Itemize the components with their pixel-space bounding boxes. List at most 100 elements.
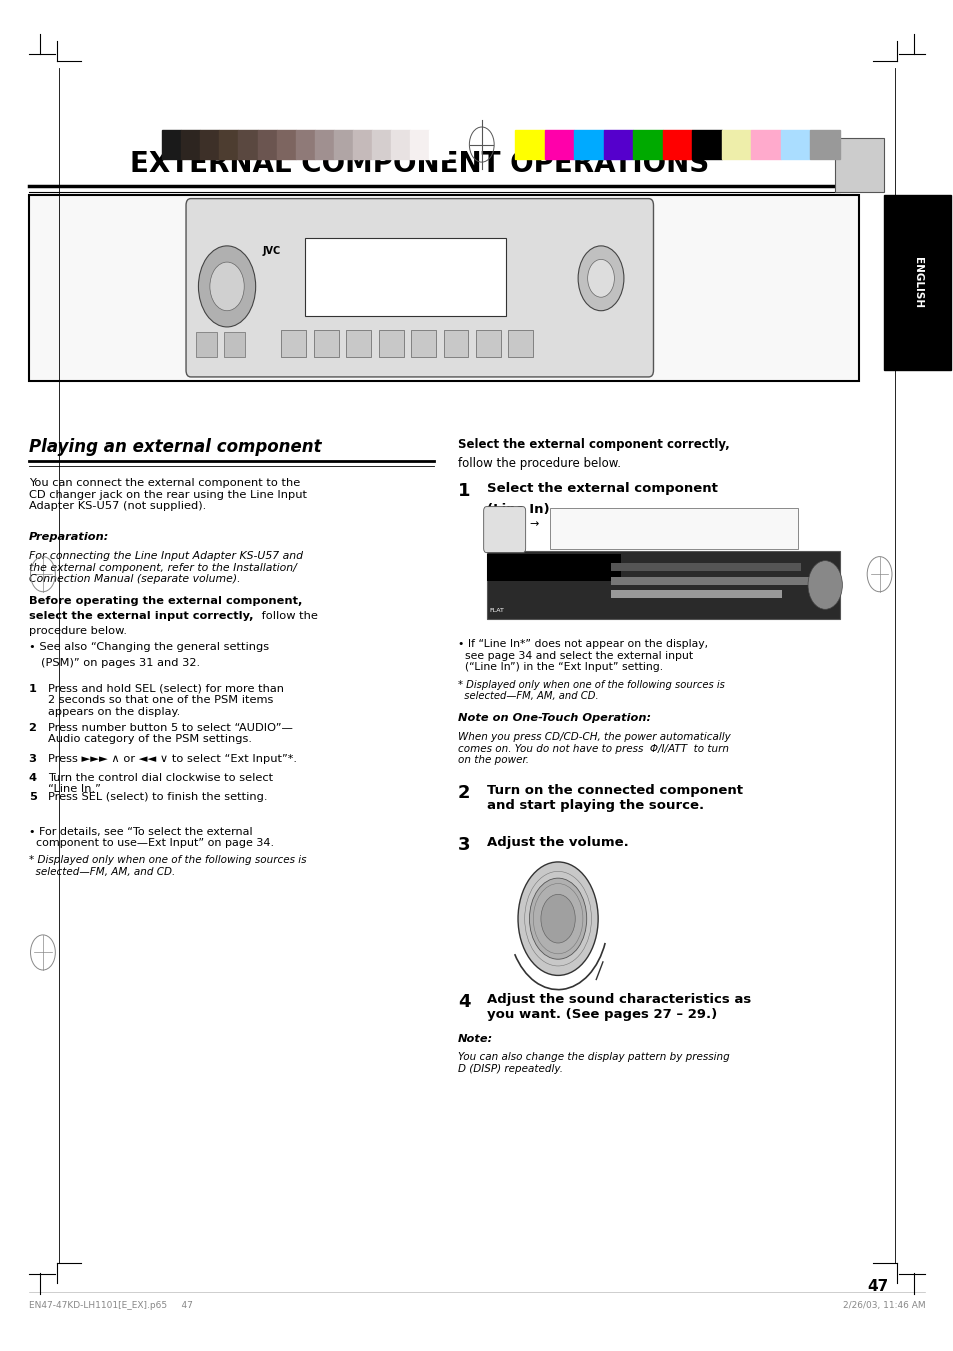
FancyBboxPatch shape — [483, 507, 525, 553]
Text: Press and hold SEL (select) for more than
2 seconds so that one of the PSM items: Press and hold SEL (select) for more tha… — [48, 684, 283, 717]
Bar — [574, 130, 603, 159]
Text: (Line In).: (Line In). — [486, 503, 554, 516]
Text: →: → — [529, 519, 538, 530]
Bar — [200, 130, 219, 159]
Circle shape — [807, 561, 841, 609]
Circle shape — [540, 894, 575, 943]
Text: 3: 3 — [457, 836, 470, 854]
Text: Turn the control dial clockwise to select
“Line In.”: Turn the control dial clockwise to selec… — [48, 773, 273, 794]
Text: EXTERNAL COMPONENT OPERATIONS: EXTERNAL COMPONENT OPERATIONS — [130, 150, 709, 178]
Text: • If “Line In*” does not appear on the display,
  see page 34 and select the ext: • If “Line In*” does not appear on the d… — [457, 639, 707, 673]
Text: When you press CD/CD-CH, the power automatically
comes on. You do not have to pr: When you press CD/CD-CH, the power autom… — [457, 732, 730, 766]
Bar — [29, 195, 858, 381]
Bar — [378, 330, 403, 357]
Bar — [391, 130, 410, 159]
Text: ENGLISH: ENGLISH — [912, 257, 922, 308]
Bar — [410, 130, 429, 159]
Text: FLAT: FLAT — [489, 608, 504, 613]
Bar — [346, 330, 371, 357]
Text: Press ►►► ∧ or ◄◄ ∨ to select “Ext Input”*.: Press ►►► ∧ or ◄◄ ∨ to select “Ext Input… — [48, 754, 296, 763]
Text: select the external input correctly,: select the external input correctly, — [29, 611, 253, 620]
Bar — [544, 130, 574, 159]
Text: 47: 47 — [866, 1279, 887, 1294]
Text: Playing an external component: Playing an external component — [29, 438, 321, 455]
Bar — [353, 130, 372, 159]
Circle shape — [198, 246, 255, 327]
Bar — [411, 330, 436, 357]
Bar — [372, 130, 391, 159]
Text: Press number button 5 to select “AUDIO”—
Audio category of the PSM settings.: Press number button 5 to select “AUDIO”—… — [48, 723, 293, 744]
Bar — [883, 195, 950, 370]
Text: • See also “Changing the general settings: • See also “Changing the general setting… — [29, 642, 269, 651]
Circle shape — [210, 262, 244, 311]
Text: 2: 2 — [29, 723, 36, 732]
Text: 2: 2 — [457, 784, 470, 801]
Bar — [334, 130, 353, 159]
Text: CD  →  Line In*: CD → Line In* — [558, 516, 639, 527]
Bar — [515, 130, 544, 159]
Bar — [662, 130, 691, 159]
Bar — [443, 330, 468, 357]
Text: 1: 1 — [29, 684, 36, 693]
Text: 2/26/03, 11:46 AM: 2/26/03, 11:46 AM — [841, 1301, 924, 1310]
Text: follow the: follow the — [257, 611, 317, 620]
Text: Press SEL (select) to finish the setting.: Press SEL (select) to finish the setting… — [48, 792, 267, 801]
Text: EN47-47KD-LH1101[E_EX].p65     47: EN47-47KD-LH1101[E_EX].p65 47 — [29, 1301, 193, 1310]
Bar — [162, 130, 181, 159]
Bar — [195, 332, 216, 357]
Bar — [429, 130, 448, 159]
Text: Note on One-Touch Operation:: Note on One-Touch Operation: — [457, 713, 650, 723]
Text: 4: 4 — [457, 993, 470, 1011]
Text: Select the external component: Select the external component — [486, 482, 717, 496]
Bar — [508, 330, 533, 357]
Text: Before operating the external component,: Before operating the external component, — [29, 596, 302, 605]
Bar — [603, 130, 633, 159]
Circle shape — [529, 878, 586, 959]
Bar — [610, 563, 801, 571]
Text: * Displayed only when one of the following sources is
  selected—FM, AM, and CD.: * Displayed only when one of the followi… — [457, 680, 724, 701]
Bar — [610, 590, 781, 598]
Circle shape — [517, 862, 598, 975]
FancyBboxPatch shape — [186, 199, 653, 377]
Bar — [809, 130, 839, 159]
Bar — [305, 238, 505, 316]
Text: For connecting the Line Input Adapter KS-U57 and
the external component, refer t: For connecting the Line Input Adapter KS… — [29, 551, 302, 585]
Text: Select the external component correctly,: Select the external component correctly, — [457, 438, 729, 451]
Bar — [257, 130, 276, 159]
Bar — [281, 330, 306, 357]
Text: • For details, see “To select the external
  component to use—Ext Input” on page: • For details, see “To select the extern… — [29, 827, 274, 848]
Text: CD/: CD/ — [490, 521, 501, 527]
Bar — [486, 554, 620, 581]
Text: Adjust the volume.: Adjust the volume. — [486, 836, 628, 850]
Bar — [750, 130, 780, 159]
Circle shape — [587, 259, 614, 297]
Text: (PSM)” on pages 31 and 32.: (PSM)” on pages 31 and 32. — [41, 658, 200, 667]
Text: Turn on the connected component
and start playing the source.: Turn on the connected component and star… — [486, 784, 741, 812]
Bar — [720, 130, 750, 159]
Bar — [276, 130, 295, 159]
Bar — [238, 130, 257, 159]
Bar — [610, 577, 820, 585]
Text: * Displayed only when one of the following sources is
  selected—FM, AM, and CD.: * Displayed only when one of the followi… — [29, 855, 306, 877]
Bar — [633, 130, 662, 159]
Bar — [780, 130, 809, 159]
Text: 5: 5 — [29, 792, 36, 801]
Circle shape — [578, 246, 623, 311]
Bar — [295, 130, 314, 159]
Text: 4: 4 — [29, 773, 36, 782]
Bar — [314, 130, 334, 159]
Bar — [476, 330, 500, 357]
Bar — [550, 508, 798, 549]
Bar — [314, 330, 338, 357]
Text: Preparation:: Preparation: — [29, 532, 109, 542]
Text: procedure below.: procedure below. — [29, 626, 127, 635]
Bar — [834, 138, 883, 192]
Text: LINE IN: LINE IN — [489, 555, 526, 563]
Text: JVC: JVC — [262, 246, 280, 257]
Text: 1: 1 — [457, 482, 470, 500]
Bar — [224, 332, 245, 357]
Text: You can connect the external component to the
CD changer jack on the rear using : You can connect the external component t… — [29, 478, 306, 512]
Bar — [181, 130, 200, 159]
Text: 3: 3 — [29, 754, 36, 763]
Text: CD·CH: CD·CH — [490, 535, 507, 540]
